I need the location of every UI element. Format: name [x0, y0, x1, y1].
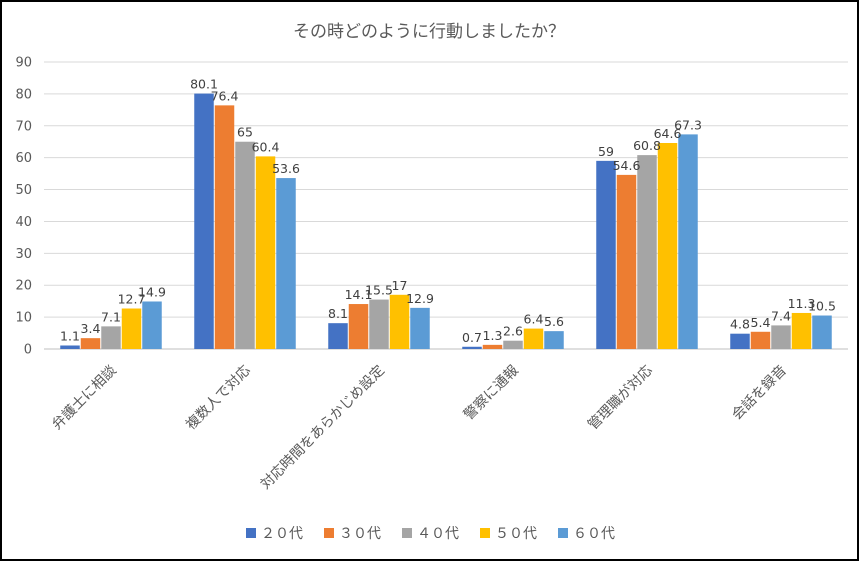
legend-swatch-4	[480, 528, 490, 538]
bar-1-1	[60, 345, 80, 349]
data-label: 60.8	[633, 138, 661, 153]
legend-label: ３０代	[339, 526, 381, 542]
bar-3-1	[328, 323, 348, 349]
data-label: 4.8	[730, 317, 750, 332]
data-label: 2.6	[503, 324, 523, 339]
y-axis: 0 10 20 30 40 50 60 70 80 90	[15, 56, 848, 358]
y-tick-label: 70	[15, 119, 32, 134]
bar-6-2	[750, 331, 771, 349]
data-label: 1.1	[60, 328, 80, 343]
legend-label: ５０代	[495, 526, 537, 542]
bar-4-4	[523, 328, 544, 349]
gridlines	[44, 61, 848, 350]
data-label: 3.4	[81, 321, 101, 336]
x-axis: 弁護士に相談 複数人で対応 対応時間をあらかじめ設定 警察に通報 管理職が対応 会話を録音	[49, 362, 790, 493]
legend-label: ２０代	[261, 526, 303, 542]
data-label: 0.7	[462, 330, 482, 345]
data-label: 76.4	[211, 88, 239, 103]
data-label: 6.4	[524, 312, 544, 327]
y-tick-label: 80	[15, 87, 32, 102]
bar-3-2	[348, 304, 369, 349]
bar-2-2	[214, 105, 235, 349]
bar-4-3	[503, 340, 523, 349]
legend-swatch-3	[402, 528, 412, 538]
data-label: 60.4	[252, 139, 280, 154]
data-label: 54.6	[613, 158, 641, 173]
y-tick-label: 0	[24, 343, 32, 358]
x-tick-label: 会話を録音	[728, 362, 790, 424]
bar-5-5	[678, 134, 698, 349]
bar-4-2	[482, 344, 503, 349]
legend: ２０代 ３０代 ４０代 ５０代 ６０代	[246, 526, 615, 542]
x-tick-label: 警察に通報	[460, 362, 522, 424]
y-tick-label: 60	[15, 151, 32, 166]
legend-swatch-5	[558, 528, 568, 538]
bar-3-4	[389, 294, 410, 349]
bar-2-4	[255, 156, 276, 349]
bar-6-4	[791, 312, 812, 349]
data-label: 59	[598, 144, 614, 159]
y-tick-label: 10	[15, 311, 32, 326]
bar-2-5	[276, 178, 296, 349]
data-label: 5.6	[544, 314, 564, 329]
data-label: 64.6	[654, 126, 682, 141]
y-tick-label: 50	[15, 183, 32, 198]
x-tick-label: 対応時間をあらかじめ設定	[258, 363, 388, 493]
bar-1-5	[142, 301, 162, 349]
legend-label: ６０代	[573, 526, 615, 542]
bar-1-4	[121, 308, 142, 349]
legend-swatch-2	[324, 528, 334, 538]
chart-title: その時どのように行動しましたか？	[293, 22, 565, 42]
data-label: 53.6	[272, 161, 300, 176]
bar-3-3	[369, 299, 389, 349]
data-label: 14.1	[345, 287, 373, 302]
data-label: 67.3	[674, 117, 702, 132]
bar-5-1	[596, 160, 616, 349]
data-label: 12.9	[406, 291, 434, 306]
bar-3-5	[410, 307, 430, 349]
y-tick-label: 40	[15, 215, 32, 230]
data-label: 7.1	[101, 309, 121, 324]
bar-6-3	[771, 325, 791, 349]
x-tick-label: 弁護士に相談	[49, 363, 120, 434]
y-tick-label: 30	[15, 247, 32, 262]
data-label: 12.7	[118, 292, 146, 307]
data-label: 65	[237, 125, 253, 140]
bar-2-1	[194, 93, 214, 349]
data-label: 14.9	[138, 284, 166, 299]
legend-label: ４０代	[417, 526, 459, 542]
bar-2-3	[235, 141, 255, 349]
data-label: 1.3	[483, 328, 503, 343]
data-label: 7.4	[771, 308, 791, 323]
y-tick-label: 90	[15, 56, 32, 71]
bars	[60, 93, 832, 349]
data-label: 17	[392, 278, 408, 293]
bar-5-4	[657, 142, 678, 349]
x-tick-label: 複数人で対応	[182, 362, 253, 433]
bar-6-1	[730, 333, 750, 349]
x-tick-label: 管理職が対応	[585, 363, 656, 434]
bar-5-3	[637, 155, 657, 349]
legend-swatch-1	[246, 528, 256, 538]
bar-6-5	[812, 315, 832, 349]
data-label: 5.4	[751, 315, 771, 330]
data-label: 10.5	[808, 299, 836, 314]
bar-1-3	[101, 326, 121, 349]
y-tick-label: 20	[15, 279, 32, 294]
data-label: 15.5	[365, 283, 393, 298]
bar-5-2	[616, 174, 637, 349]
data-label: 11.3	[788, 296, 816, 311]
bar-4-5	[544, 331, 564, 349]
data-label: 8.1	[328, 306, 348, 321]
bar-4-1	[462, 346, 482, 349]
data-label: 80.1	[190, 77, 218, 92]
bar-1-2	[80, 338, 101, 349]
